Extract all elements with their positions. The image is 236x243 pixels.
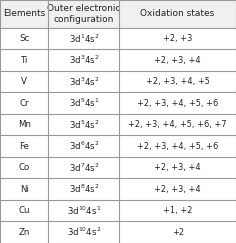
Text: +1, +2: +1, +2 (163, 206, 192, 215)
Text: +2: +2 (172, 228, 184, 237)
Text: +2, +3, +4: +2, +3, +4 (154, 56, 201, 65)
Text: Fe: Fe (19, 142, 29, 151)
Text: Oxidation states: Oxidation states (140, 9, 215, 18)
Text: Ti: Ti (21, 56, 28, 65)
Text: V: V (21, 77, 27, 86)
Text: +2, +3, +4, +5, +6, +7: +2, +3, +4, +5, +6, +7 (128, 120, 227, 129)
Text: Cu: Cu (18, 206, 30, 215)
Text: +2, +3, +4, +5, +6: +2, +3, +4, +5, +6 (137, 99, 218, 108)
Text: Outer electronic
configuration: Outer electronic configuration (47, 4, 121, 24)
Text: Mn: Mn (18, 120, 31, 129)
Text: 3d$^6$4s$^2$: 3d$^6$4s$^2$ (68, 140, 99, 152)
Text: Zn: Zn (18, 228, 30, 237)
Text: Elements: Elements (3, 9, 45, 18)
Text: +2, +3: +2, +3 (163, 34, 192, 43)
Text: +2, +3, +4, +5, +6: +2, +3, +4, +5, +6 (137, 142, 218, 151)
Text: 3d$^{10}$4s$^2$: 3d$^{10}$4s$^2$ (67, 226, 101, 238)
Text: 3d$^1$4s$^2$: 3d$^1$4s$^2$ (68, 33, 99, 45)
Text: 3d$^7$4s$^2$: 3d$^7$4s$^2$ (68, 162, 99, 174)
Text: 3d$^3$4s$^2$: 3d$^3$4s$^2$ (68, 76, 99, 88)
Text: 3d$^8$4s$^2$: 3d$^8$4s$^2$ (68, 183, 99, 195)
Text: 3d$^{10}$4s$^1$: 3d$^{10}$4s$^1$ (67, 205, 101, 217)
Text: 3d$^5$4s$^1$: 3d$^5$4s$^1$ (68, 97, 99, 109)
Text: Cr: Cr (19, 99, 29, 108)
Bar (0, 0, 236, 28)
Text: Sc: Sc (19, 34, 29, 43)
Text: 3d$^3$4s$^2$: 3d$^3$4s$^2$ (68, 54, 99, 66)
Text: +2, +3, +4: +2, +3, +4 (154, 163, 201, 172)
Text: Ni: Ni (20, 185, 29, 194)
Text: Co: Co (19, 163, 30, 172)
Text: 3d$^5$4s$^2$: 3d$^5$4s$^2$ (68, 119, 99, 131)
Text: +2, +3, +4: +2, +3, +4 (154, 185, 201, 194)
Text: +2, +3, +4, +5: +2, +3, +4, +5 (146, 77, 210, 86)
